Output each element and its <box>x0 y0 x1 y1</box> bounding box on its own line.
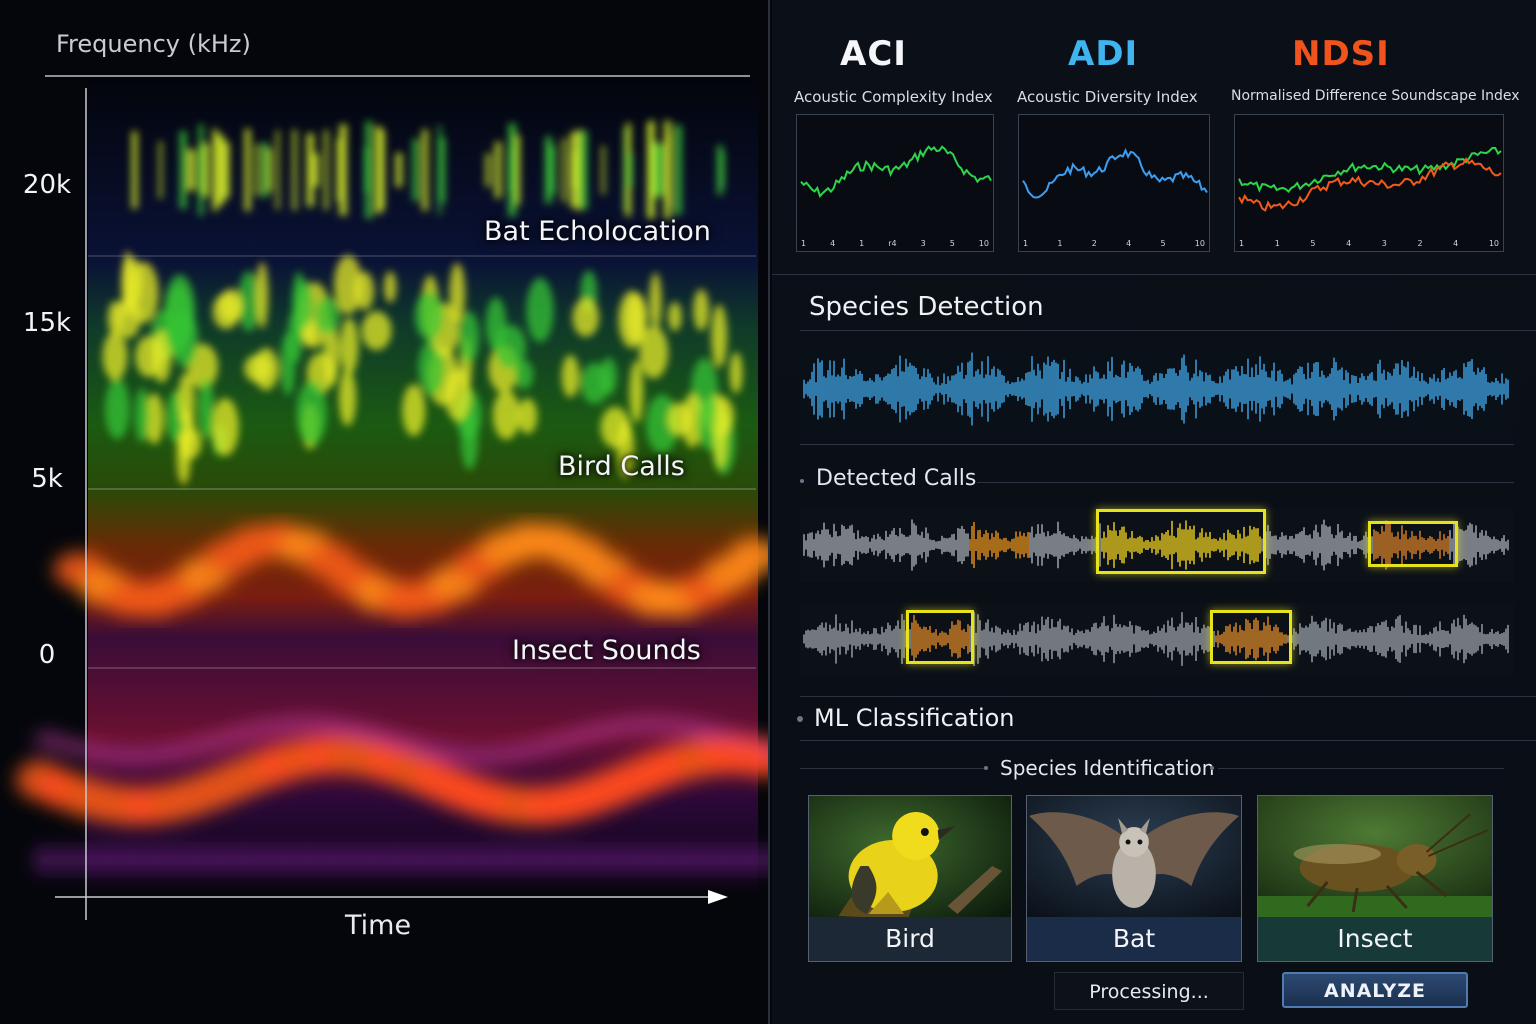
tick-label: 1 <box>1274 239 1280 248</box>
bullet-icon <box>800 479 804 483</box>
spectrogram-panel: Frequency (kHz) 20k 15k 5k 0 Bat Echoloc… <box>16 30 768 941</box>
detection-box[interactable] <box>1368 521 1458 567</box>
separator <box>800 330 1536 331</box>
tick-label: 10 <box>978 239 989 248</box>
y-tick-5k: 5k <box>31 464 63 494</box>
ndsi-ticks: 1 1 5 4 3 2 4 10 <box>1239 239 1499 248</box>
detected-calls-track-1 <box>800 508 1514 582</box>
tick-label: 5 <box>949 239 955 248</box>
y-tick-15k: 15k <box>22 308 72 338</box>
separator <box>1218 768 1504 769</box>
ml-classification-title: ML Classification <box>814 704 1015 732</box>
detection-box[interactable] <box>906 610 974 664</box>
separator <box>772 274 1536 275</box>
species-card-label: Bird <box>809 917 1011 961</box>
ndsi-title: NDSI <box>1292 34 1390 74</box>
separator <box>977 482 1514 483</box>
tick-label: 1 <box>1057 239 1063 248</box>
aci-ticks: 1 4 1 r4 3 5 10 <box>801 239 989 248</box>
tick-label: 3 <box>1381 239 1387 248</box>
tick-label: 2 <box>1091 239 1097 248</box>
tick-label: 10 <box>1194 239 1205 248</box>
separator <box>800 444 1514 445</box>
tick-label: 4 <box>1346 239 1352 248</box>
analysis-panel: ACI ADI NDSI Acoustic Complexity Index A… <box>772 0 1536 1024</box>
panel-divider <box>768 0 770 1024</box>
frequency-axis-title: Frequency (kHz) <box>56 30 251 58</box>
species-identification-label: Species Identification <box>1000 756 1215 780</box>
tick-label: 1 <box>1023 239 1029 248</box>
band-label-bat: Bat Echolocation <box>484 216 711 247</box>
bullet-icon <box>797 716 803 722</box>
adi-line <box>1022 147 1208 199</box>
band-label-bird: Bird Calls <box>558 451 685 482</box>
tick-label: 1 <box>801 239 807 248</box>
tick-label: 4 <box>830 239 836 248</box>
aci-title: ACI <box>840 34 907 74</box>
species-card-insect[interactable]: Insect <box>1257 795 1493 962</box>
tick-label: 3 <box>920 239 926 248</box>
tick-label: 1 <box>859 239 865 248</box>
species-card-label: Bat <box>1027 917 1241 961</box>
ndsi-subtitle: Normalised Difference Soundscape Index <box>1231 88 1520 104</box>
time-axis-label: Time <box>345 910 412 941</box>
tick-label: r4 <box>888 239 897 248</box>
aci-chart: 1 4 1 r4 3 5 10 <box>796 114 994 252</box>
separator <box>800 768 986 769</box>
detection-box[interactable] <box>1210 610 1292 664</box>
species-card-bird[interactable]: Bird <box>808 795 1012 962</box>
tick-label: 4 <box>1453 239 1459 248</box>
adi-subtitle: Acoustic Diversity Index <box>1017 88 1198 106</box>
detection-box[interactable] <box>1096 509 1266 574</box>
tick-label: 2 <box>1417 239 1423 248</box>
ndsi-chart: 1 1 5 4 3 2 4 10 <box>1234 114 1504 252</box>
tick-label: 1 <box>1239 239 1245 248</box>
species-detection-title: Species Detection <box>809 292 1044 322</box>
tick-label: 5 <box>1310 239 1316 248</box>
aci-subtitle: Acoustic Complexity Index <box>794 88 993 106</box>
y-tick-20k: 20k <box>22 170 72 200</box>
y-tick-0: 0 <box>38 640 56 670</box>
adi-chart: 1 1 2 4 5 10 <box>1018 114 1210 252</box>
adi-title: ADI <box>1068 34 1139 74</box>
band-label-insect: Insect Sounds <box>512 635 701 666</box>
adi-ticks: 1 1 2 4 5 10 <box>1023 239 1205 248</box>
bat-icon <box>1027 796 1241 919</box>
detection-waveform <box>800 340 1514 438</box>
bird-icon <box>809 796 1011 919</box>
tick-label: 5 <box>1160 239 1166 248</box>
species-card-bat[interactable]: Bat <box>1026 795 1242 962</box>
processing-status: Processing... <box>1054 972 1244 1010</box>
bullet-icon <box>1210 766 1214 770</box>
tick-label: 4 <box>1126 239 1132 248</box>
insect-icon <box>1258 796 1492 919</box>
bullet-icon <box>984 766 988 770</box>
tick-label: 10 <box>1488 239 1499 248</box>
species-card-label: Insect <box>1258 917 1492 961</box>
separator <box>800 740 1536 741</box>
detected-calls-label: Detected Calls <box>816 466 977 491</box>
analyze-button[interactable]: ANALYZE <box>1282 972 1468 1008</box>
ndsi-lines <box>1238 147 1502 212</box>
aci-line <box>800 145 992 199</box>
spectrogram <box>16 75 768 920</box>
separator <box>800 696 1536 697</box>
